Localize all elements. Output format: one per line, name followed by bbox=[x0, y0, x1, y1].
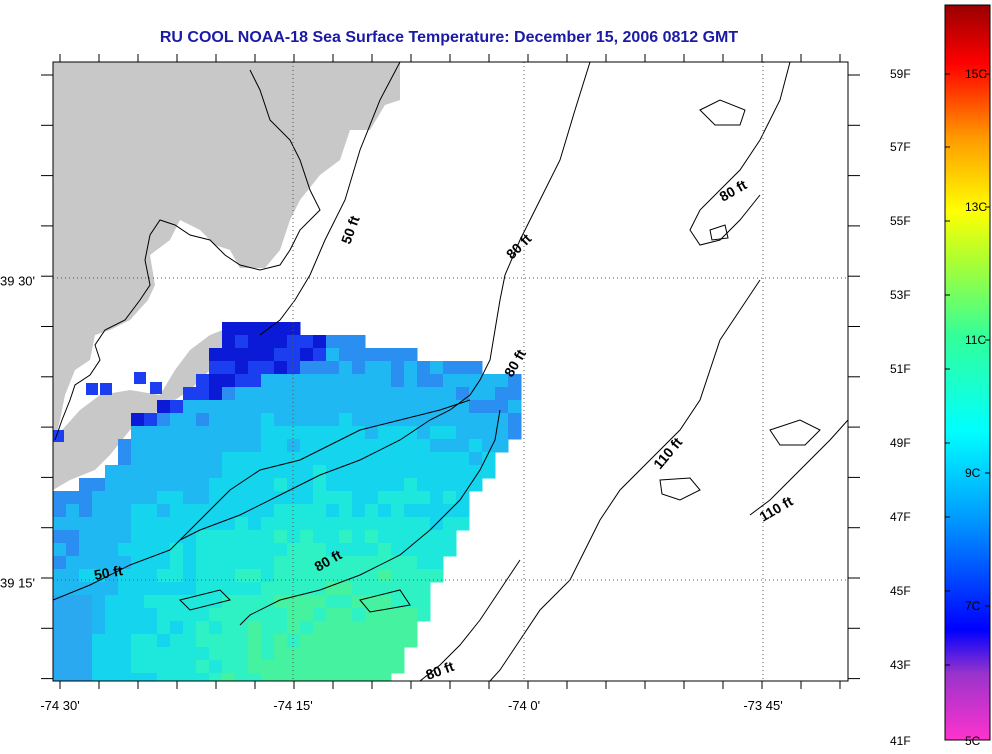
colorbar-f-label: 45F bbox=[890, 584, 911, 598]
colorbar-c-label: 9C bbox=[965, 466, 981, 480]
colorbar-f-label: 55F bbox=[890, 214, 911, 228]
colorbar-c-label: 5C bbox=[965, 734, 981, 748]
axis-ticks bbox=[41, 54, 860, 689]
contour-80ft-lower bbox=[419, 559, 521, 681]
contour-50ft-north bbox=[259, 62, 401, 336]
contour-110ft-east bbox=[749, 419, 848, 516]
contour-loop-4 bbox=[709, 224, 729, 241]
colorbar-c-label: 15C bbox=[965, 67, 988, 81]
colorbar-c-label: 13C bbox=[965, 200, 988, 214]
x-tick-label: -74 15' bbox=[273, 698, 313, 713]
contour-loop-5 bbox=[179, 589, 231, 611]
land-mass bbox=[53, 62, 400, 440]
colorbar-f-label: 47F bbox=[890, 510, 911, 524]
contour-50ft-south bbox=[53, 399, 471, 601]
colorbar-f-label: 57F bbox=[890, 140, 911, 154]
sst-raster bbox=[53, 322, 522, 681]
contour-loop-6 bbox=[359, 589, 411, 613]
colorbar-ticks bbox=[945, 73, 990, 666]
contour-110ft-west bbox=[489, 279, 761, 681]
graticule bbox=[53, 62, 848, 681]
colorbar-f-label: 43F bbox=[890, 658, 911, 672]
bathymetry-contours bbox=[53, 62, 848, 681]
contour-80ft-central bbox=[179, 62, 591, 541]
x-tick-label: -73 45' bbox=[743, 698, 783, 713]
colorbar-c-label: 7C bbox=[965, 599, 981, 613]
y-tick-label: 39 30' bbox=[0, 273, 36, 289]
colorbar-f-label: 51F bbox=[890, 362, 911, 376]
land-barrier bbox=[53, 328, 228, 490]
contour-loop-3 bbox=[769, 419, 821, 446]
coastline bbox=[54, 69, 321, 441]
colorbar-f-label: 41F bbox=[890, 734, 911, 748]
contour-label: 50 ft bbox=[93, 562, 124, 583]
colorbar-c-label: 11C bbox=[965, 333, 987, 347]
colorbar-f-label: 49F bbox=[890, 436, 911, 450]
map-title: RU COOL NOAA-18 Sea Surface Temperature:… bbox=[159, 29, 739, 46]
colorbar-f-label: 59F bbox=[890, 67, 911, 81]
colorbar-gradient bbox=[944, 4, 991, 741]
y-tick-label: 39 15' bbox=[0, 575, 36, 591]
x-tick-label: -74 0' bbox=[507, 698, 541, 713]
colorbar-f-label: 53F bbox=[890, 288, 911, 302]
contour-80ft-south bbox=[239, 409, 501, 626]
x-tick-label: -74 30' bbox=[40, 698, 80, 713]
contour-loop-1 bbox=[699, 99, 746, 126]
contour-loop-2 bbox=[659, 477, 701, 501]
